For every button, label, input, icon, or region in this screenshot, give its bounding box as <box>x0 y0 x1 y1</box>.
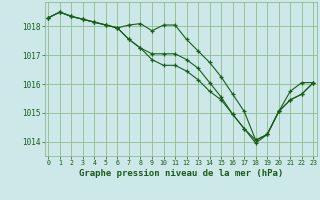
X-axis label: Graphe pression niveau de la mer (hPa): Graphe pression niveau de la mer (hPa) <box>79 169 283 178</box>
